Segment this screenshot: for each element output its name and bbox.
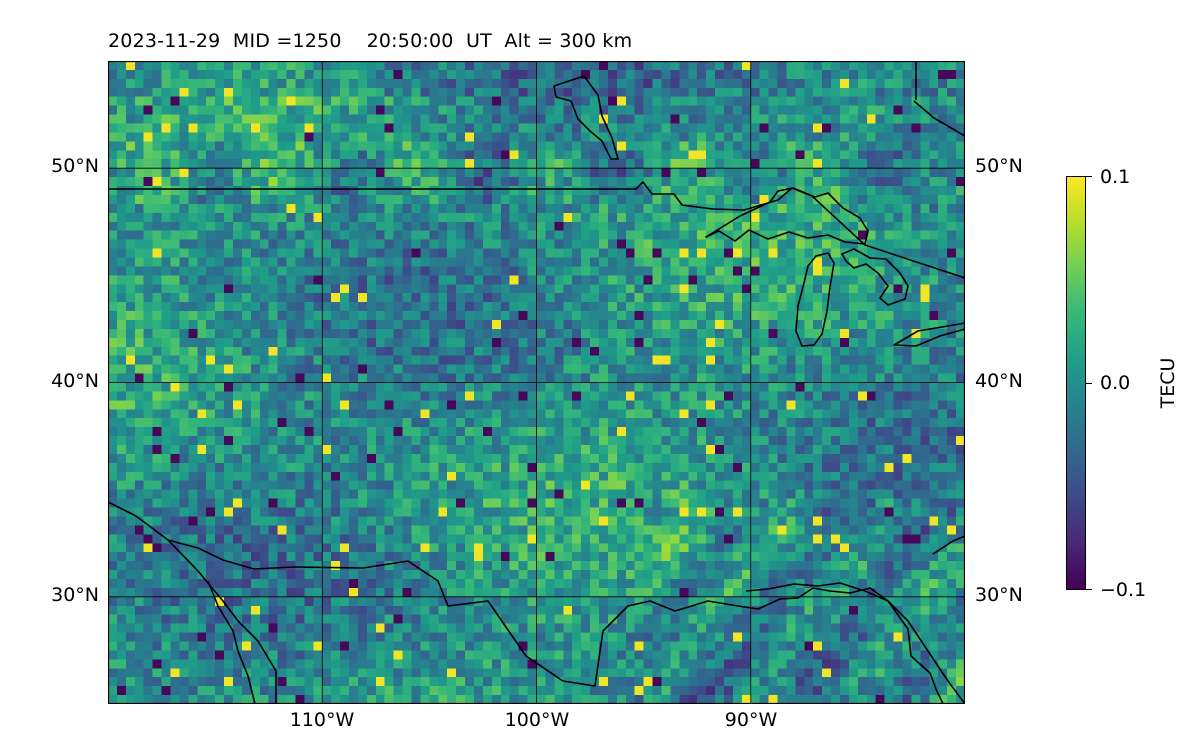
- florida-hint: [932, 535, 965, 555]
- lake-superior: [705, 187, 869, 245]
- us-mexico-border: [108, 501, 564, 682]
- great-lakes-east-shore: [913, 61, 965, 137]
- colorbar-label-zero: 0.0: [1100, 372, 1131, 394]
- lake-erie: [893, 322, 965, 347]
- lat-label-right-30: 30°N: [975, 584, 1023, 606]
- tec-map: [108, 61, 965, 704]
- map-frame: [108, 61, 965, 704]
- coastlines-borders: [108, 61, 965, 704]
- lake-michigan: [795, 252, 835, 347]
- colorbar-title: TECU: [1157, 357, 1179, 409]
- gridlines: [108, 61, 965, 704]
- colorbar-label-max: 0.1: [1100, 166, 1131, 188]
- colorbar-tick-mid: [1086, 383, 1092, 384]
- map-overlay: [108, 61, 965, 704]
- colorbar-tick-bottom: [1086, 589, 1092, 590]
- map-title: 2023-11-29 MID =1250 20:50:00 UT Alt = 3…: [108, 30, 633, 52]
- lat-label-left-30: 30°N: [51, 584, 99, 606]
- lat-label-right-50: 50°N: [975, 155, 1023, 177]
- gulf-coast-us: [745, 582, 965, 704]
- hudson-bay-shore: [553, 75, 619, 160]
- lake-huron: [841, 248, 909, 306]
- lon-label-110w: 110°W: [289, 709, 355, 731]
- lon-label-100w: 100°W: [504, 709, 570, 731]
- lon-label-90w: 90°W: [724, 709, 778, 731]
- colorbar-label-min: −0.1: [1100, 579, 1147, 601]
- lat-label-left-40: 40°N: [51, 370, 99, 392]
- colorbar-tick-top: [1086, 176, 1092, 177]
- baja-peninsula: [167, 539, 277, 704]
- colorbar: [1066, 176, 1086, 590]
- lat-label-right-40: 40°N: [975, 370, 1023, 392]
- lat-label-left-50: 50°N: [51, 155, 99, 177]
- mexico-gulf-coast: [562, 587, 944, 704]
